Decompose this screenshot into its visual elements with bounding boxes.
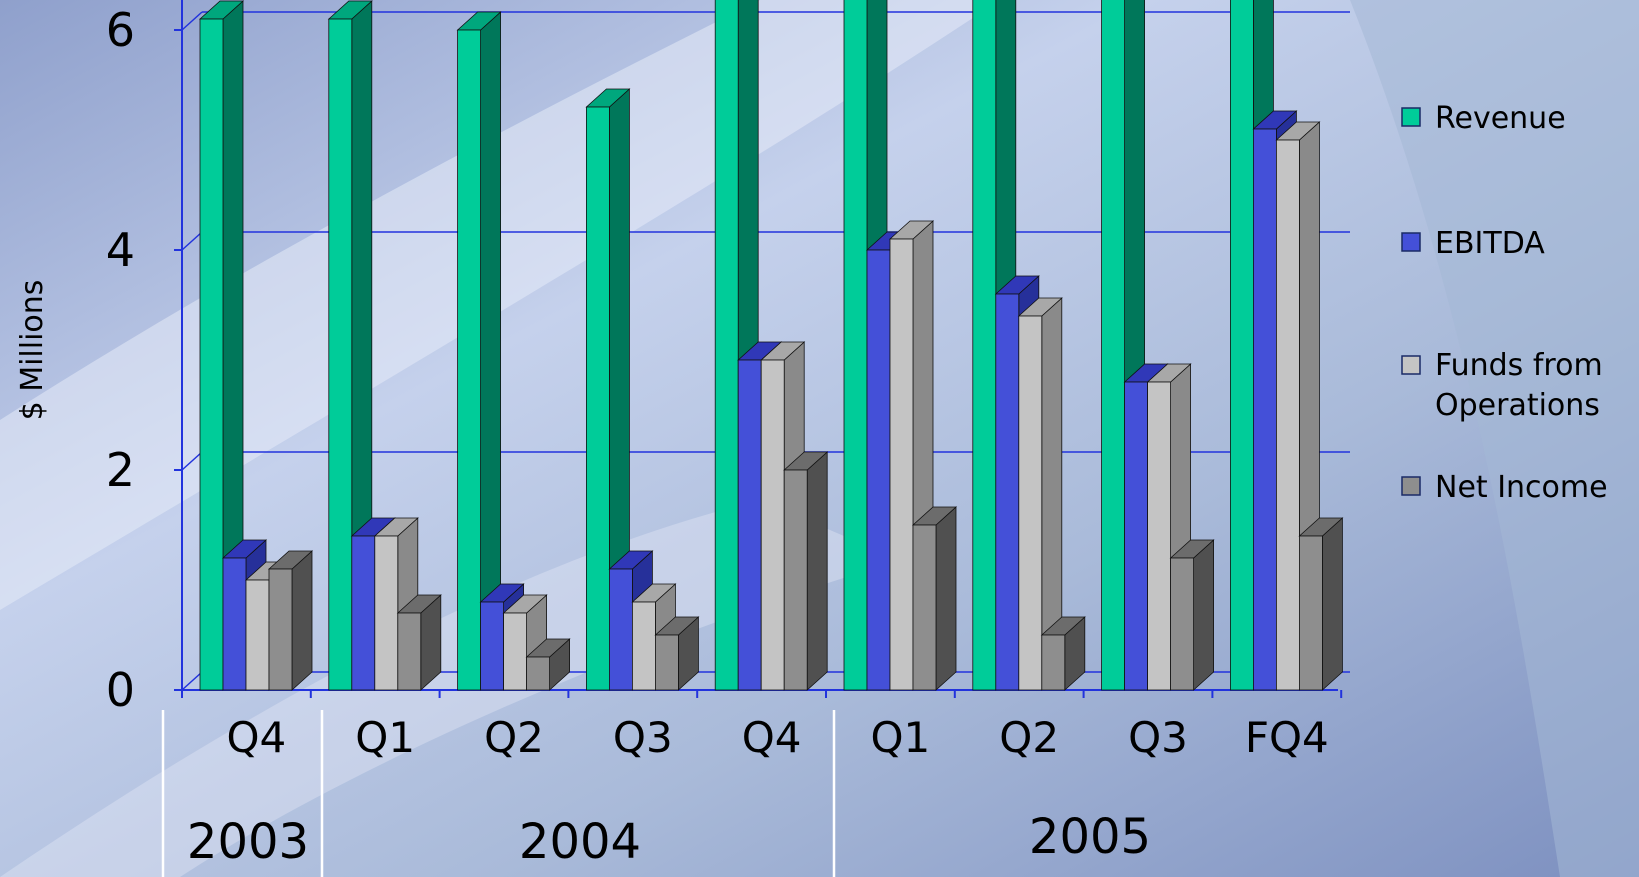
legend-swatch-funds-from-operations	[1401, 355, 1421, 375]
y-tick-label-0: 0	[106, 663, 135, 717]
bar-net-income-2	[525, 638, 571, 691]
bar-net-income-3	[654, 616, 700, 691]
gridline-wall-3	[181, 11, 203, 31]
legend-label-revenue: Revenue	[1435, 101, 1566, 136]
y-tick-label-2: 4	[106, 223, 135, 277]
year-label-2004: 2004	[519, 814, 641, 870]
bar-net-income-8	[1298, 517, 1344, 691]
x-tick-label-3: Q3	[613, 713, 673, 762]
gridline-wall-0	[181, 671, 203, 691]
gridline-wall-2	[181, 231, 203, 251]
bar-net-income-6	[1040, 616, 1086, 691]
year-group-labels: 2003 2004 2005	[161, 710, 1151, 877]
legend-swatch-ebitda	[1401, 232, 1421, 252]
year-label-2005: 2005	[1029, 809, 1151, 865]
legend-swatch-revenue	[1401, 107, 1421, 127]
x-tick-label-7: Q3	[1128, 713, 1188, 762]
x-tick-label-2: Q2	[484, 713, 544, 762]
year-label-2003: 2003	[187, 814, 309, 870]
x-tick-label-0: Q4	[227, 713, 287, 762]
bar-revenue-1	[327, 0, 373, 691]
x-tick-label-1: Q1	[355, 713, 415, 762]
x-tick-label-6: Q2	[999, 713, 1059, 762]
bars	[198, 0, 1344, 691]
bar-net-income-1	[396, 594, 442, 691]
bar-net-income-5	[911, 506, 958, 691]
x-tick-labels: Q4 Q1 Q2 Q3 Q4 Q1 Q2 Q3 FQ4	[227, 713, 1329, 762]
x-tick-label-8: FQ4	[1245, 713, 1329, 762]
bar-net-income-0	[267, 550, 314, 691]
x-tick-label-4: Q4	[742, 713, 802, 762]
x-tick-label-5: Q1	[871, 713, 931, 762]
bar-funds-from-operations-6	[1017, 297, 1063, 691]
legend-label-ffo-line2: Operations	[1435, 388, 1600, 423]
background-right-band	[1350, 0, 1639, 877]
bar-revenue-0	[198, 0, 245, 691]
legend-swatch-net-income	[1401, 476, 1421, 496]
legend-label-ebitda: EBITDA	[1435, 226, 1545, 261]
y-tick-label-3: 6	[106, 3, 135, 57]
bar-revenue-3	[585, 88, 631, 691]
legend-label-ffo-line1: Funds from	[1435, 348, 1603, 383]
y-tick-label-1: 2	[106, 443, 135, 497]
bar-net-income-7	[1169, 539, 1215, 691]
gridline-wall-1	[181, 451, 203, 471]
y-tick-labels: 024681012	[106, 3, 135, 717]
legend-label-net-income: Net Income	[1435, 470, 1608, 505]
bar-net-income-4	[783, 451, 829, 691]
y-axis-label: $ Millions	[15, 280, 50, 421]
legend: Revenue EBITDA Funds from Operations Net…	[1401, 101, 1608, 505]
bar-revenue-2	[456, 11, 502, 691]
